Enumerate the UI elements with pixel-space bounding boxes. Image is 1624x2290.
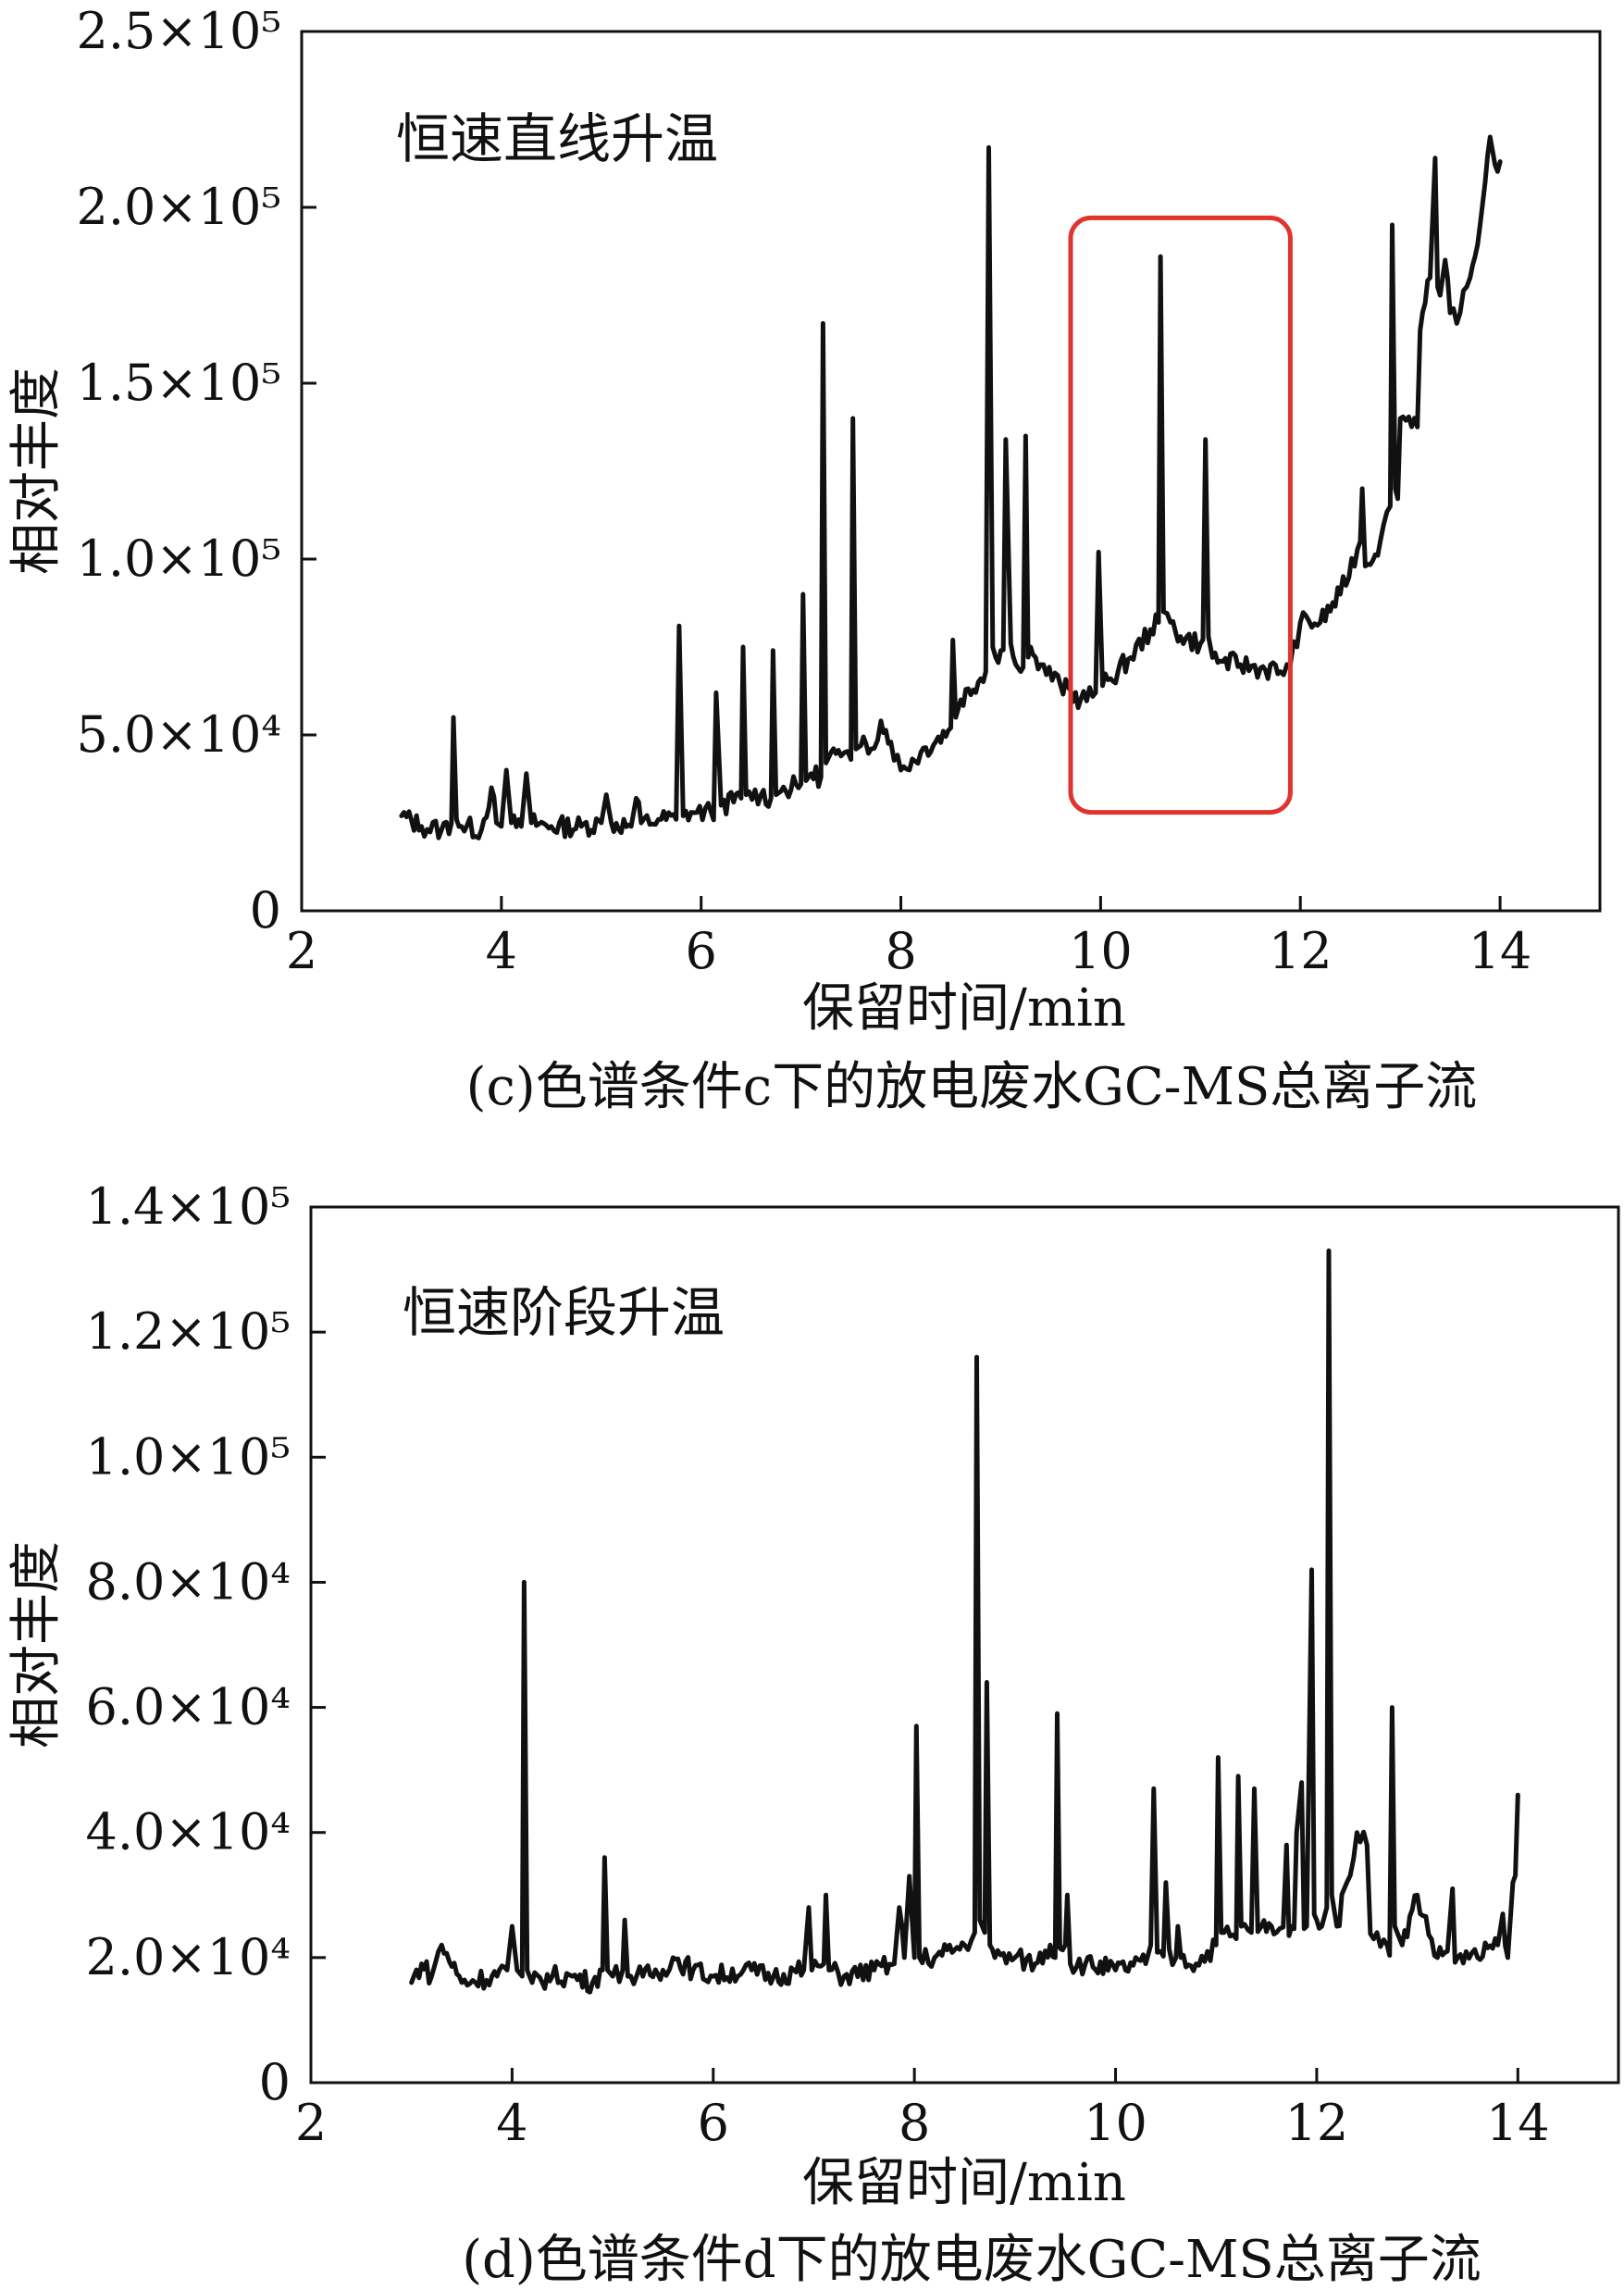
x-tick-label-d: 12 [1285,2094,1349,2152]
y-tick-label-d: 2.0×10⁴ [86,1928,291,1986]
y-tick-label-d: 8.0×10⁴ [86,1552,291,1611]
y-tick-label-c: 1.5×10⁵ [77,354,281,412]
x-tick-label-c: 2 [286,922,317,980]
x-tick-label-c: 6 [686,922,717,980]
x-tick-label-d: 4 [496,2094,527,2152]
y-tick-label-d: 1.2×10⁵ [86,1302,291,1361]
caption-d: (d)色谱条件d下的放电废水GC-MS总离子流 [462,2230,1481,2290]
x-axis-title-d: 保留时间/min [802,2153,1126,2213]
y-axis-title-d: 相对丰度 [6,1541,67,1749]
y-tick-label-d: 4.0×10⁴ [86,1803,291,1861]
x-tick-label-d: 8 [899,2094,930,2152]
plot-frame-c [300,30,1602,913]
y-tick-label-c: 1.0×10⁵ [77,529,281,588]
x-axis-ticks-d: 2 4 6 8 10 12 14 [295,2068,1550,2152]
caption-c: (c)色谱条件c下的放电废水GC-MS总离子流 [466,1057,1478,1117]
y-tick-label-d: 6.0×10⁴ [86,1678,291,1736]
annotation-c: 恒速直线升温 [396,107,718,170]
x-axis-ticks-c: 2 4 6 8 10 12 14 [286,896,1532,980]
y-axis-ticks-c: 0 5.0×10⁴ 1.0×10⁵ 1.5×10⁵ 2.0×10⁵ 2.5×10⁵ [77,2,316,940]
y-tick-label-c: 2.5×10⁵ [77,2,281,60]
y-tick-label-d: 0 [259,2053,291,2111]
x-tick-label-c: 14 [1469,922,1532,980]
y-axis-ticks-d: 0 2.0×10⁴ 4.0×10⁴ 6.0×10⁴ 8.0×10⁴ 1.0×10⁵ 1.2×… [86,1177,326,2111]
chart-panel-d: 0 2.0×10⁴ 4.0×10⁴ 6.0×10⁴ 8.0×10⁴ 1.0×10⁵ 1.2×… [6,1177,1620,2290]
highlight-box-c [1068,215,1293,815]
x-tick-label-d: 2 [295,2094,327,2152]
annotation-d: 恒速阶段升温 [403,1281,725,1344]
x-tick-label-c: 4 [486,922,517,980]
series-line-c [399,134,1503,840]
y-tick-label-c: 2.0×10⁵ [77,178,281,236]
x-tick-label-c: 8 [885,922,916,980]
y-axis-title-c: 相对丰度 [6,367,67,575]
y-tick-label-d: 1.0×10⁵ [86,1427,291,1486]
x-tick-label-d: 10 [1084,2094,1147,2152]
plot-frame-d [309,1205,1620,2085]
x-axis-title-c: 保留时间/min [802,978,1126,1039]
x-tick-label-d: 6 [698,2094,729,2152]
x-tick-label-c: 12 [1269,922,1333,980]
y-tick-label-c: 5.0×10⁴ [77,705,281,764]
y-tick-label-d: 1.4×10⁵ [86,1177,291,1236]
chart-panel-c: 0 5.0×10⁴ 1.0×10⁵ 1.5×10⁵ 2.0×10⁵ 2.5×10⁵ 2 4 6… [6,2,1602,1117]
x-tick-label-d: 14 [1486,2094,1550,2152]
y-tick-label-c: 0 [250,881,281,940]
x-tick-label-c: 10 [1069,922,1133,980]
series-line-d [409,1248,1520,1995]
